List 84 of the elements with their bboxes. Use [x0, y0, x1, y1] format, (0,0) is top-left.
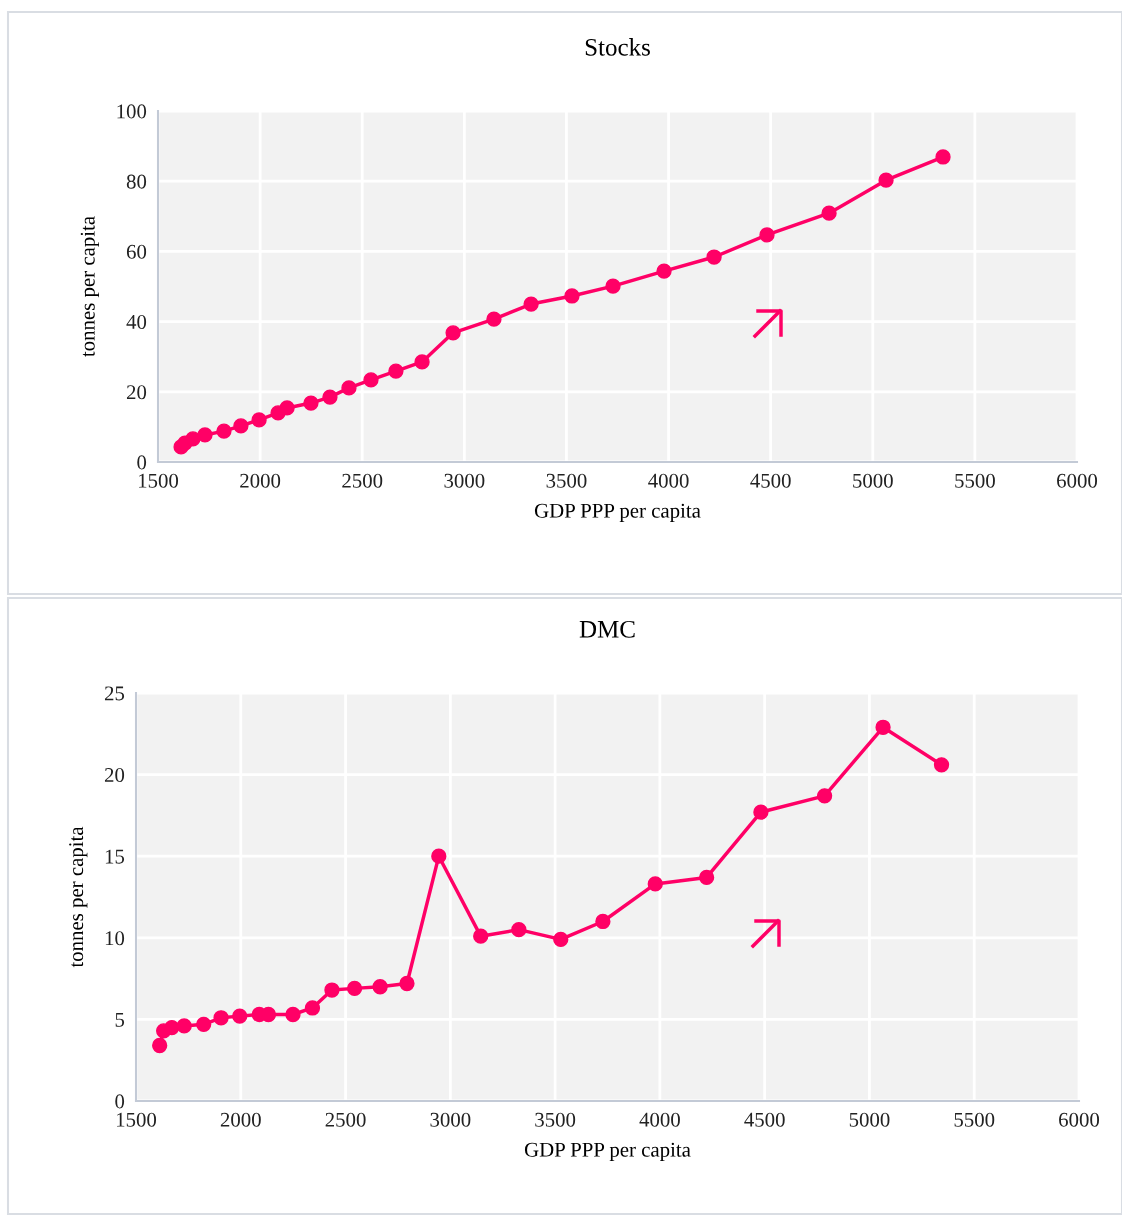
- x-tick-label: 1500: [117, 1112, 157, 1127]
- y-tick-label: 0: [115, 1094, 125, 1109]
- x-tick-label: 4000: [639, 1112, 680, 1127]
- y-tick-label: 5: [115, 1012, 125, 1027]
- x-tick-label: 2000: [240, 473, 281, 488]
- chart-title: Stocks: [585, 38, 650, 56]
- point: [821, 205, 837, 221]
- point: [875, 719, 891, 735]
- point: [164, 1019, 180, 1036]
- x-tick-label: 5000: [853, 473, 893, 488]
- x-tick-label: 5500: [954, 1112, 995, 1127]
- x-tick-label: 3500: [546, 473, 587, 488]
- point: [511, 922, 527, 938]
- point: [759, 227, 775, 243]
- point: [388, 363, 404, 379]
- point: [251, 412, 267, 428]
- x-tick-label: 4500: [750, 473, 791, 488]
- point: [486, 311, 502, 327]
- x-axis-title: GDP PPP per capita: [524, 1142, 691, 1162]
- y-tick-label: 20: [126, 385, 147, 400]
- y-tick-label: 0: [137, 455, 147, 470]
- x-axis-title: GDP PPP per capita: [534, 503, 701, 523]
- point: [216, 423, 232, 439]
- point: [232, 1008, 248, 1024]
- point: [698, 869, 715, 886]
- point: [185, 431, 201, 447]
- x-tick-label: 4000: [648, 473, 689, 488]
- point: [233, 418, 249, 434]
- x-tick-label: 4500: [744, 1112, 785, 1127]
- point: [414, 354, 430, 370]
- point: [431, 848, 447, 864]
- point: [399, 975, 415, 992]
- y-tick-label: 10: [105, 931, 125, 946]
- y-tick-label: 15: [105, 849, 125, 864]
- point: [304, 1000, 321, 1016]
- chart-title: DMC: [579, 620, 635, 638]
- point: [176, 1018, 192, 1034]
- point: [935, 149, 951, 165]
- point: [595, 913, 611, 930]
- x-tick-label: 2000: [220, 1112, 261, 1127]
- point: [152, 1037, 168, 1054]
- y-axis-title: tonnes per capita: [80, 216, 99, 357]
- point: [445, 325, 461, 341]
- point: [197, 427, 213, 443]
- x-tick-label: 3000: [430, 1112, 471, 1127]
- point: [816, 788, 833, 804]
- point: [213, 1010, 229, 1026]
- point: [341, 380, 357, 396]
- x-tick-label: 6000: [1057, 473, 1098, 488]
- y-tick-label: 25: [104, 686, 125, 701]
- x-tick-label: 3500: [535, 1112, 576, 1127]
- point: [303, 395, 319, 411]
- point: [933, 757, 950, 773]
- x-tick-label: 3000: [444, 473, 485, 488]
- point: [523, 296, 539, 312]
- y-tick-label: 40: [126, 314, 147, 330]
- x-tick-label: 2500: [325, 1112, 366, 1127]
- point: [279, 400, 295, 416]
- y-tick-label: 60: [126, 244, 147, 259]
- point: [196, 1016, 212, 1032]
- point: [706, 249, 722, 265]
- point: [285, 1006, 301, 1023]
- point: [605, 278, 621, 294]
- x-tick-label: 2500: [342, 473, 383, 488]
- point: [322, 389, 338, 405]
- y-tick-label: 100: [117, 104, 147, 119]
- y-tick-label: 20: [104, 767, 125, 783]
- y-axis-title: tonnes per capita: [69, 826, 88, 968]
- point: [564, 288, 580, 304]
- y-tick-label: 80: [126, 174, 147, 189]
- point: [753, 804, 769, 820]
- point: [346, 980, 363, 997]
- point: [324, 982, 340, 998]
- point: [372, 979, 388, 995]
- point: [473, 928, 489, 944]
- x-tick-label: 5500: [955, 473, 995, 488]
- point: [647, 876, 663, 892]
- point: [553, 931, 569, 948]
- x-tick-label: 5000: [849, 1112, 890, 1127]
- x-tick-label: 1500: [139, 473, 179, 488]
- x-tick-label: 6000: [1059, 1112, 1100, 1127]
- point: [656, 263, 672, 279]
- point: [878, 172, 894, 188]
- point: [363, 372, 379, 388]
